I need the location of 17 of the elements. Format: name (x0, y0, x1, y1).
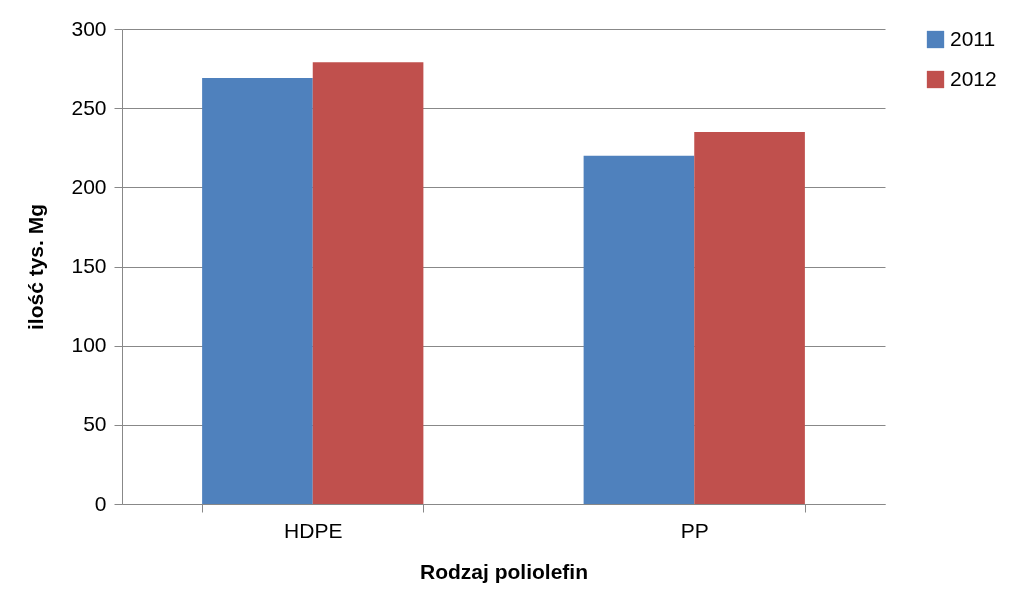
legend-label: 2011 (950, 26, 996, 50)
x-axis-title: Rodzaj poliolefin (420, 559, 588, 583)
bar (312, 62, 424, 504)
bar (694, 131, 805, 504)
bar (202, 78, 313, 504)
y-tick-label: 200 (71, 174, 107, 198)
x-tick-label: PP (680, 518, 709, 542)
bar (583, 155, 695, 504)
legend-label: 2012 (950, 66, 997, 90)
y-tick-label: 50 (83, 412, 107, 436)
y-axis-title: ilość tys. Mg (24, 203, 48, 331)
y-tick-label: 0 (94, 491, 107, 515)
y-tick-label: 100 (71, 333, 107, 357)
y-tick-label: 300 (71, 16, 107, 40)
x-tick-label: HDPE (284, 518, 343, 542)
y-tick-label: 150 (71, 254, 107, 277)
y-tick-label: 250 (71, 95, 107, 119)
